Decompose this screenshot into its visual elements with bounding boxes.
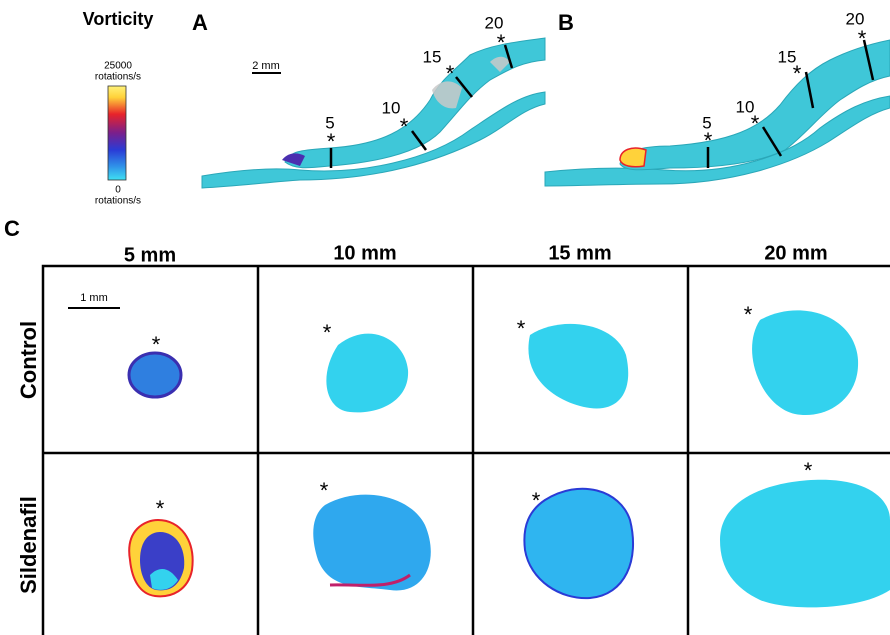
cross-section [524, 489, 633, 598]
asterisk: * [320, 478, 329, 503]
column-header: 15 mm [548, 242, 611, 264]
column-header: 5 mm [124, 244, 176, 266]
cross-section [326, 334, 408, 413]
asterisk: * [323, 320, 332, 345]
cross-section [129, 353, 181, 397]
artery [285, 38, 545, 168]
asterisk: * [804, 458, 813, 483]
panel-label: A [192, 10, 208, 35]
panel-label: B [558, 10, 574, 35]
artery [620, 40, 890, 170]
colorbar-title: Vorticity [83, 9, 154, 29]
asterisk: * [446, 61, 455, 86]
colorbar-min: 0 [115, 185, 121, 196]
colorbar-min-unit: rotations/s [95, 196, 141, 207]
row-label: Sildenafil [16, 496, 41, 594]
asterisk: * [327, 129, 336, 154]
row-label: Control [16, 321, 41, 399]
asterisk: * [152, 332, 161, 357]
colorbar: Vorticity 25000 rotations/s 0 rotations/… [83, 9, 154, 207]
asterisk: * [497, 30, 506, 55]
cross-section [720, 480, 890, 608]
cross-section [752, 310, 858, 415]
section-label: 15 [423, 47, 442, 66]
scale-label: 1 mm [80, 292, 108, 304]
panel-c: C 5 mm 10 mm 15 mm 20 mm Control Sildena… [4, 216, 890, 635]
asterisk: * [400, 114, 409, 139]
asterisk: * [704, 128, 713, 153]
colorbar-max-unit: rotations/s [95, 72, 141, 83]
panel-b: B 5 * 10 * 15 * 20 * [545, 9, 890, 186]
asterisk: * [858, 26, 867, 51]
asterisk: * [517, 316, 526, 341]
panel-a: A 2 mm 5 * 10 * 15 * 20 * [192, 10, 545, 188]
asterisk: * [156, 496, 165, 521]
panel-label: C [4, 216, 20, 241]
column-header: 20 mm [764, 242, 827, 264]
asterisk: * [751, 111, 760, 136]
cross-section [528, 324, 628, 409]
asterisk: * [744, 302, 753, 327]
column-header: 10 mm [333, 242, 396, 264]
asterisk: * [793, 61, 802, 86]
scale-label: 2 mm [252, 60, 280, 72]
asterisk: * [532, 488, 541, 513]
cross-section [313, 495, 431, 591]
figure: Vorticity 25000 rotations/s 0 rotations/… [0, 0, 890, 635]
section-label: 10 [382, 98, 401, 117]
vein [202, 92, 545, 188]
vortex-region [620, 148, 646, 167]
colorbar-max: 25000 [104, 61, 132, 72]
colorbar-gradient [108, 86, 126, 180]
